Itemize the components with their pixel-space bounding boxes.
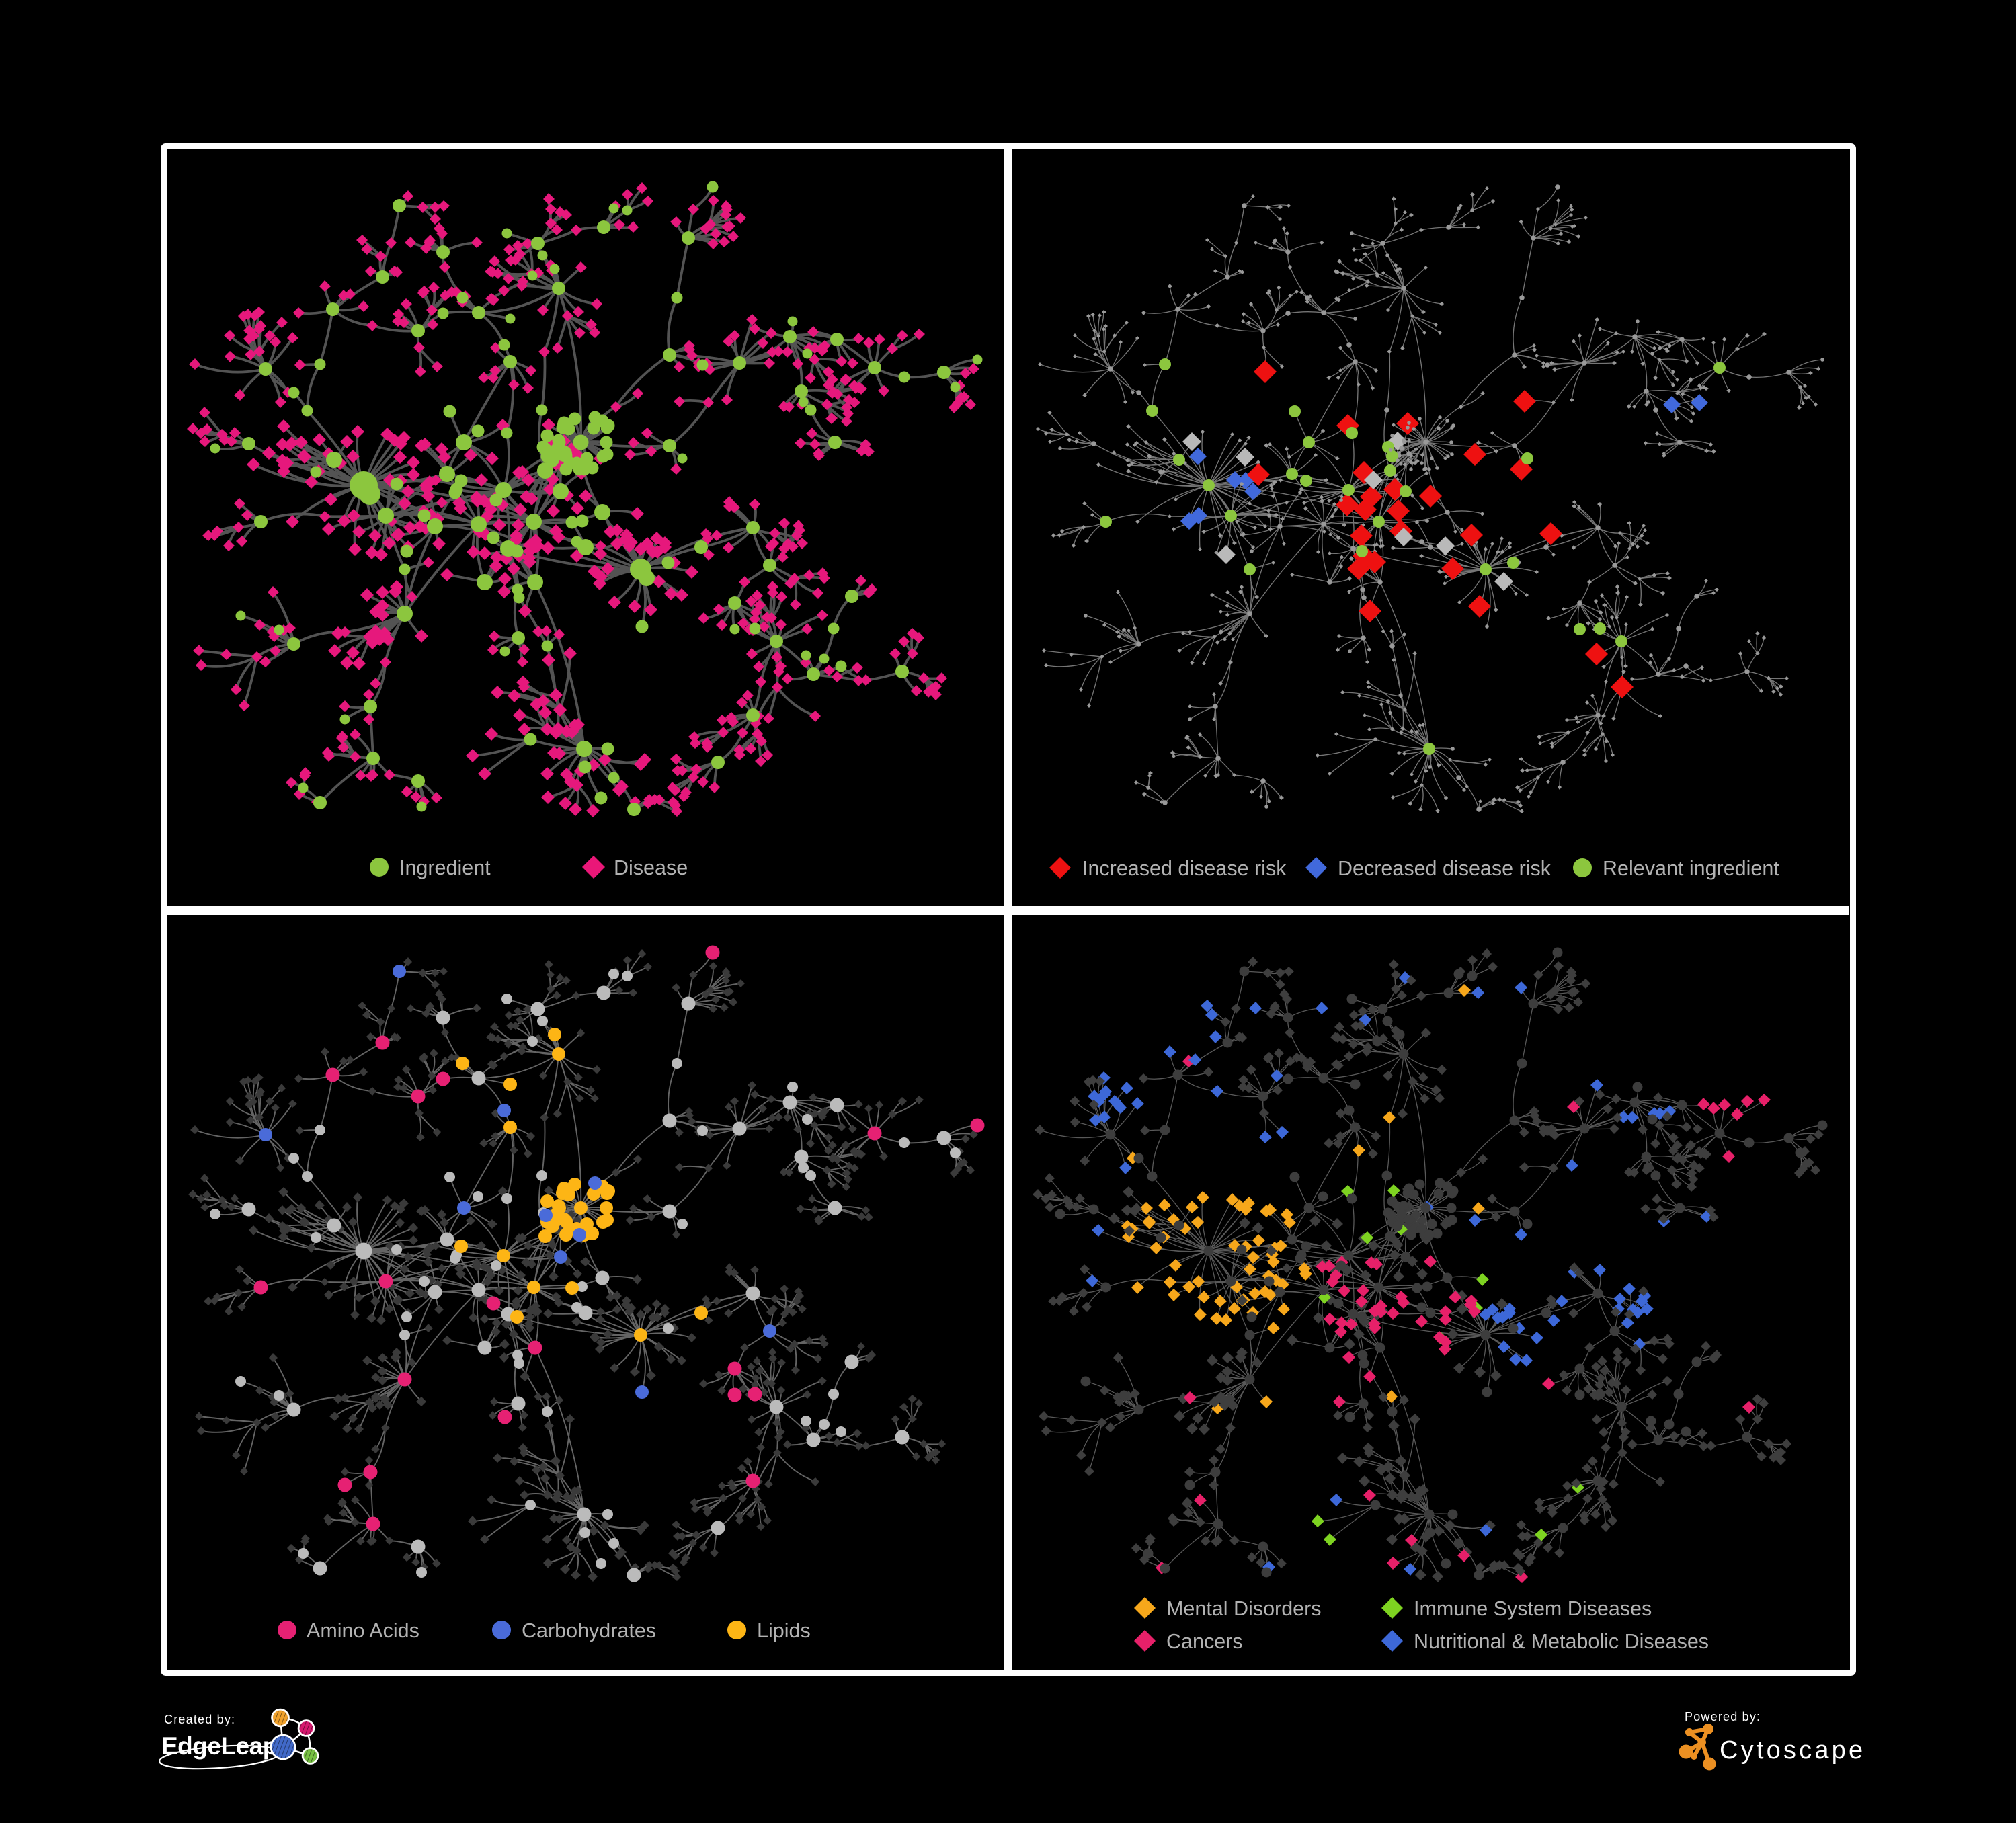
svg-text:Disease: Disease (614, 856, 688, 879)
svg-text:Cancers: Cancers (1166, 1630, 1243, 1653)
svg-text:Relevant ingredient: Relevant ingredient (1603, 857, 1779, 880)
svg-text:Cytoscape: Cytoscape (1720, 1736, 1865, 1765)
svg-text:Lipids: Lipids (757, 1619, 811, 1642)
svg-text:Powered by:: Powered by: (1685, 1710, 1761, 1724)
svg-text:Mental Disorders: Mental Disorders (1166, 1597, 1322, 1620)
svg-text:Created by:: Created by: (164, 1713, 235, 1726)
svg-text:Ingredient: Ingredient (399, 856, 491, 879)
svg-text:Immune System Diseases: Immune System Diseases (1414, 1597, 1652, 1620)
svg-text:Amino Acids: Amino Acids (307, 1619, 419, 1642)
svg-text:Increased disease risk: Increased disease risk (1082, 857, 1287, 880)
svg-text:Carbohydrates: Carbohydrates (522, 1619, 656, 1642)
svg-text:Nutritional & Metabolic Diseas: Nutritional & Metabolic Diseases (1414, 1630, 1709, 1653)
svg-text:Decreased disease risk: Decreased disease risk (1338, 857, 1551, 880)
svg-text:EdgeLeap: EdgeLeap (161, 1732, 278, 1760)
